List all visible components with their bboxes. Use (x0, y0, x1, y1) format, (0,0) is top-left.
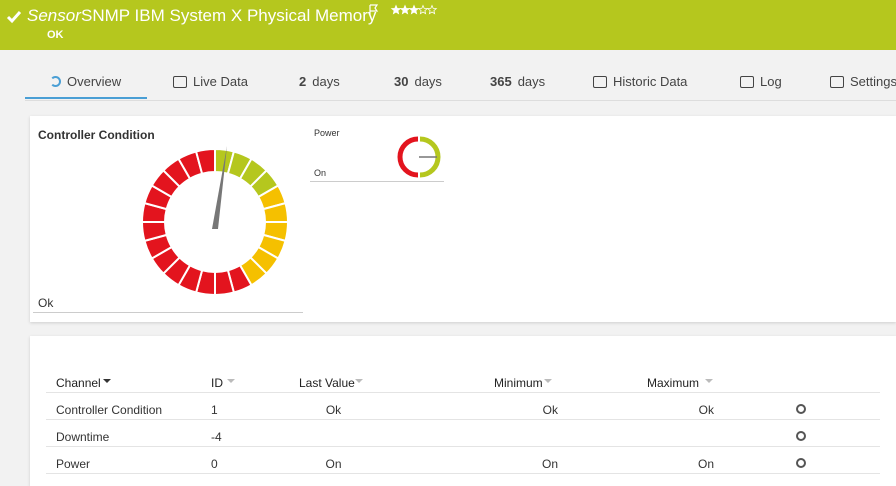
star (390, 4, 402, 15)
gauge-arc (397, 136, 419, 178)
tab-icon (173, 75, 187, 88)
gauge-arc (419, 136, 441, 178)
header-bar: Sensor SNMP IBM System X Physical Memory… (0, 0, 896, 50)
gauge-rule (310, 181, 444, 182)
gauge-title: Power (314, 128, 340, 138)
sort-icon (227, 379, 235, 387)
table-cell: On (325, 457, 342, 471)
gear-icon[interactable] (796, 431, 806, 441)
column-header[interactable]: Last Value (299, 376, 355, 390)
tab[interactable]: Live Data (173, 74, 248, 89)
tab-label: Live Data (193, 74, 248, 89)
table-cell: 1 (211, 403, 218, 417)
gauge-segment (194, 147, 216, 175)
tab-label: Historic Data (613, 74, 688, 89)
table-cell: On (697, 457, 714, 471)
rule (46, 392, 880, 393)
tab-icon (740, 75, 754, 88)
gauge (397, 136, 441, 178)
tab-label: Overview (67, 74, 122, 89)
star (399, 4, 411, 15)
gauge-panel (30, 116, 896, 322)
star (417, 4, 429, 15)
check-icon (6, 11, 22, 24)
gauge-title: Controller Condition (38, 128, 155, 142)
tab-icon (830, 75, 844, 88)
table-cell: On (541, 457, 558, 471)
table-cell: Ok (542, 403, 558, 417)
sort-icon (544, 379, 552, 387)
table-cell: 0 (211, 457, 218, 471)
column-header[interactable]: Minimum (494, 376, 543, 390)
flag (369, 4, 379, 15)
tab-label: Log (760, 74, 782, 89)
table-cell: Ok (325, 403, 342, 417)
gauge-value: Ok (38, 296, 54, 310)
tab-icon (593, 75, 607, 88)
gear-icon[interactable] (796, 458, 806, 468)
tab[interactable]: Historic Data (593, 74, 687, 89)
table-cell: Power (56, 457, 91, 471)
tab-label: Settings (850, 74, 896, 89)
tab[interactable]: Overview (50, 74, 121, 89)
sort-icon (705, 379, 713, 387)
gear-icon[interactable] (796, 404, 806, 414)
tab-unit: days (517, 74, 546, 89)
table-cell: Downtime (56, 430, 110, 444)
column-header[interactable]: Maximum (647, 376, 700, 390)
tab[interactable]: 2 days (299, 74, 340, 89)
tab[interactable]: Settings (830, 74, 896, 89)
rule (46, 419, 880, 420)
rule (46, 473, 880, 474)
gauge-rule (33, 312, 303, 313)
flag-and-stars[interactable] (369, 4, 439, 16)
gauge-value: On (314, 168, 327, 178)
tab-unit: days (414, 74, 442, 89)
tab-divider (25, 100, 896, 101)
gauge (140, 146, 290, 297)
active-tab-underline (25, 97, 147, 99)
table-panel (30, 336, 896, 486)
gauge-needle (212, 146, 227, 229)
tab-icon (50, 76, 61, 87)
tab-count: 365 (490, 74, 512, 89)
sensor-prefix: Sensor (27, 6, 81, 25)
tab[interactable]: Log (740, 74, 782, 89)
table-cell: Ok (698, 403, 714, 417)
tab[interactable]: 365 days (490, 74, 545, 89)
sensor-title: SNMP IBM System X Physical Memory (81, 6, 377, 25)
status: OK (47, 29, 64, 41)
column-header[interactable]: Channel (56, 376, 101, 390)
tab-count: 2 (299, 74, 307, 89)
table-cell: -4 (211, 430, 222, 444)
rule (46, 446, 880, 447)
tab[interactable]: 30 days (394, 74, 442, 89)
star (426, 4, 438, 15)
sort-icon (103, 379, 111, 387)
column-header[interactable]: ID (211, 376, 223, 390)
table-cell: Controller Condition (56, 403, 163, 417)
star (408, 4, 420, 15)
tab-count: 30 (394, 74, 409, 89)
tab-unit: days (312, 74, 340, 89)
sort-icon (355, 379, 363, 387)
